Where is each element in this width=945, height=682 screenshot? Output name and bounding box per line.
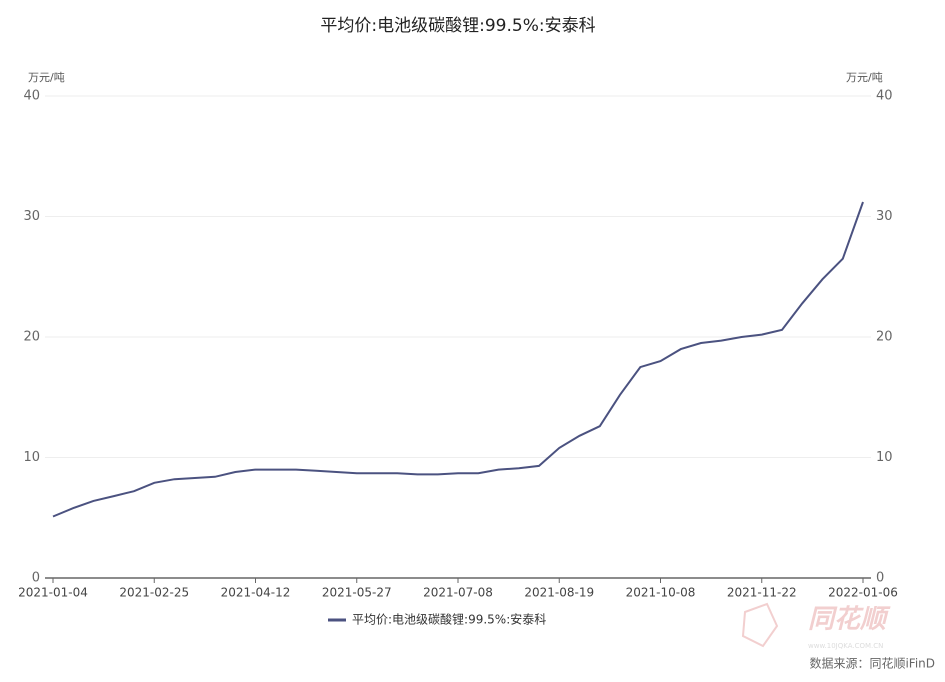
x-tick-label: 2021-10-08 — [626, 586, 696, 600]
y2-tick-label: 0 — [876, 571, 884, 586]
y-tick-label: 20 — [23, 330, 40, 345]
watermark-text: 同花顺 — [808, 605, 891, 635]
source: 数据来源：同花顺iFinD — [809, 656, 935, 671]
x-tick-label: 2021-11-22 — [727, 586, 797, 600]
watermark-logo — [741, 602, 779, 648]
legend-label: 平均价:电池级碳酸锂:99.5%:安泰科 — [352, 612, 546, 627]
y-tick-label: 10 — [23, 450, 40, 465]
x-tick-label: 2021-08-19 — [524, 586, 594, 600]
y-tick-label: 30 — [23, 209, 40, 224]
x-tick-label: 2021-04-12 — [221, 586, 291, 600]
x-tick-label: 2022-01-06 — [828, 586, 898, 600]
y2-tick-label: 10 — [876, 450, 893, 465]
chart-title: 平均价:电池级碳酸锂:99.5%:安泰科 — [320, 16, 595, 36]
y2-tick-label: 20 — [876, 330, 893, 345]
y-unit: 万元/吨 — [28, 71, 65, 84]
x-tick-label: 2021-01-04 — [18, 586, 88, 600]
watermark-url: www.10JQKA.COM.CN — [808, 642, 883, 650]
watermark: 同花顺 www.10JQKA.COM.CN — [741, 602, 891, 650]
x-tick-label: 2021-05-27 — [322, 586, 392, 600]
x-tick-label: 2021-07-08 — [423, 586, 493, 600]
y-tick-label: 0 — [32, 571, 40, 586]
x-tick-label: 2021-02-25 — [119, 586, 189, 600]
y2-unit: 万元/吨 — [846, 71, 883, 84]
y2-tick-label: 30 — [876, 209, 893, 224]
line — [52, 201, 864, 518]
y2-tick-label: 40 — [876, 89, 893, 104]
y-tick-label: 40 — [23, 89, 40, 104]
